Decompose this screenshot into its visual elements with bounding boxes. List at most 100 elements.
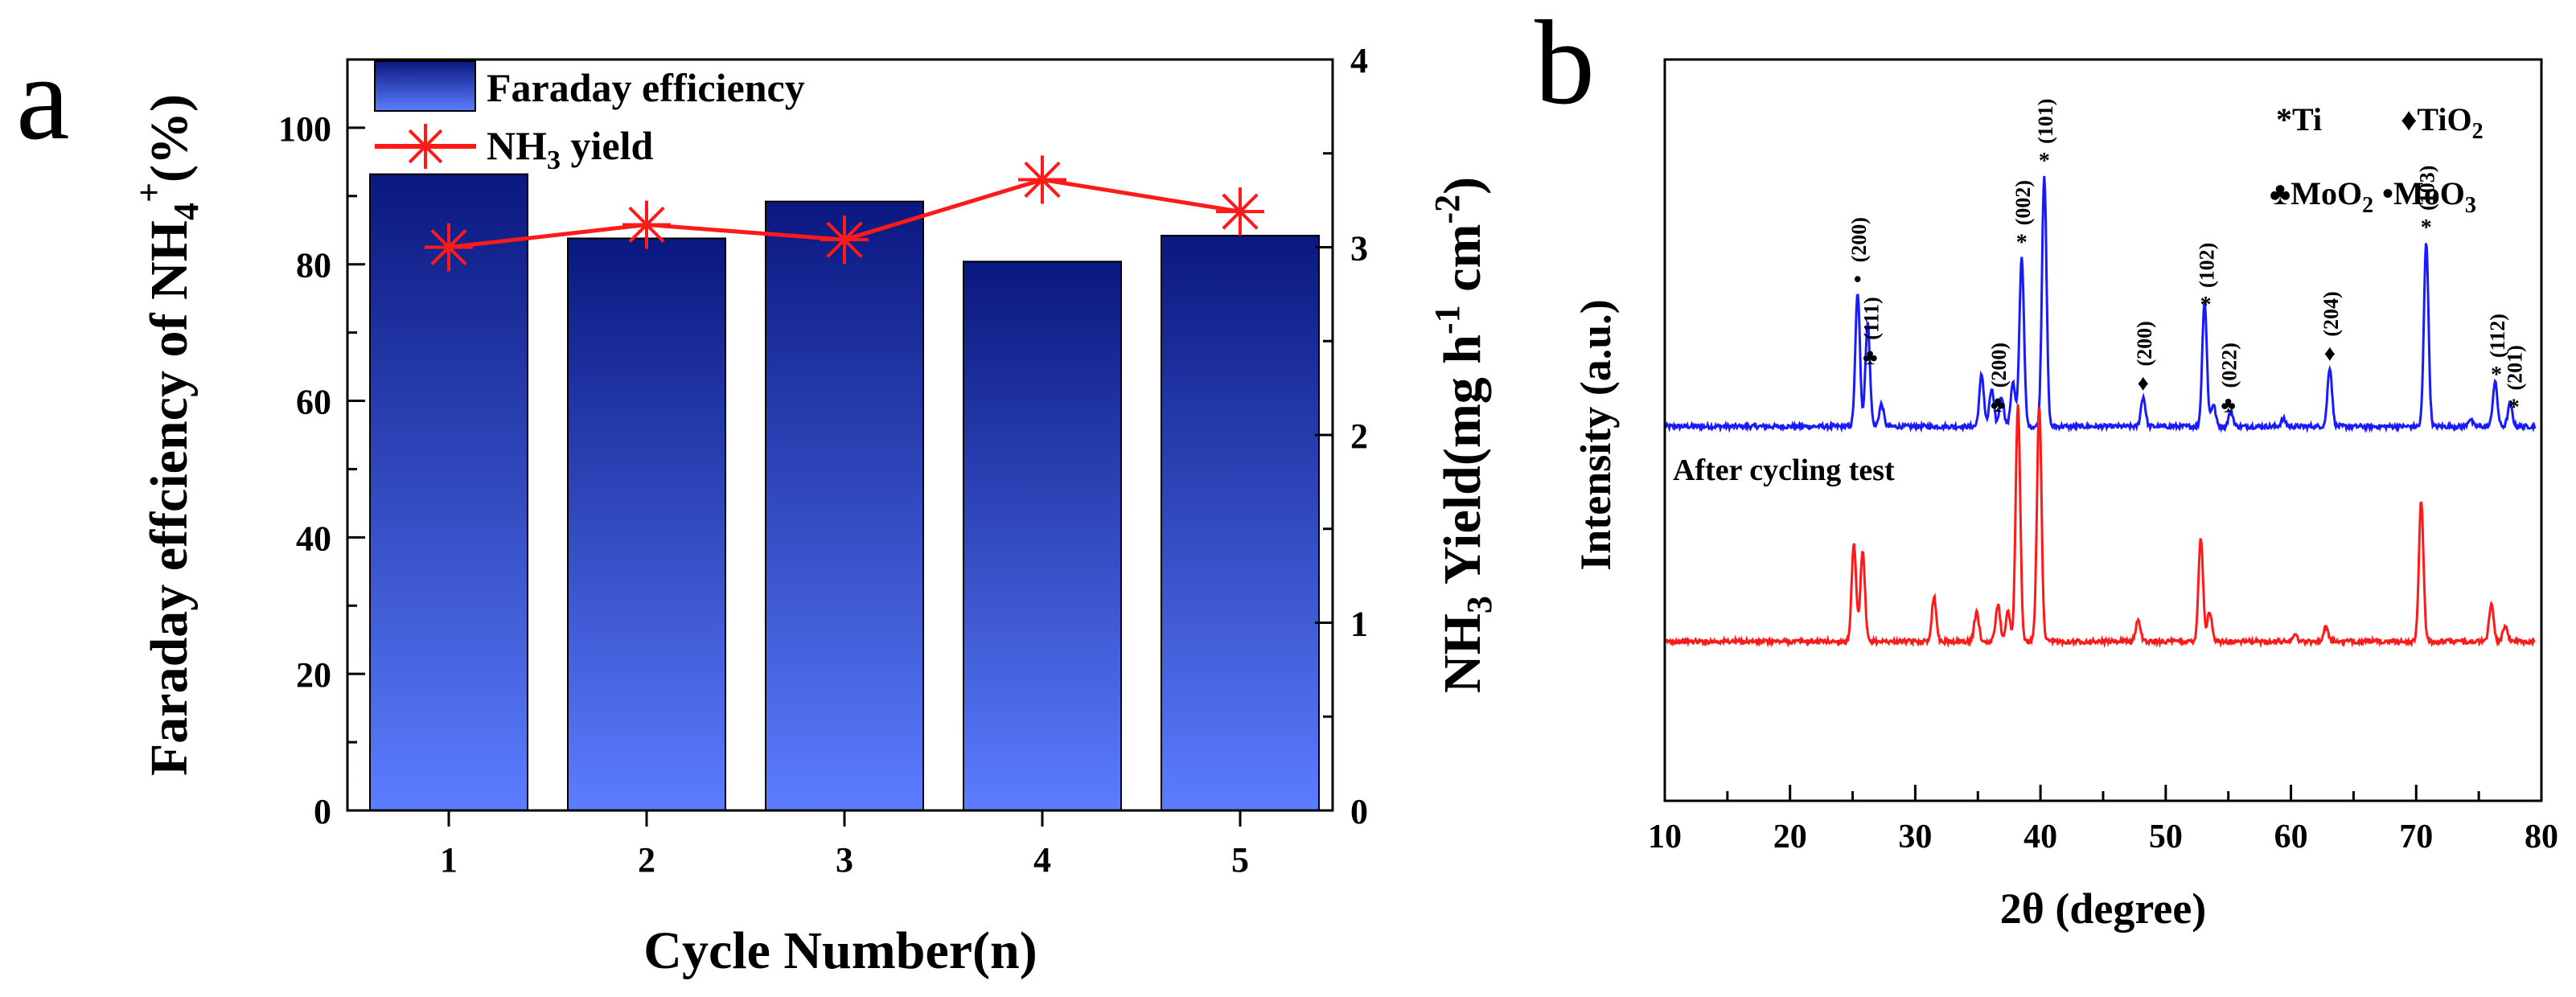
a-legend: Faraday efficiency NH3 yield <box>374 60 805 175</box>
a-left-axis: 0 20 40 60 80 100 <box>278 58 365 831</box>
b-peak-hkl: (111) <box>1859 297 1883 339</box>
a-legend-star <box>403 124 448 169</box>
b-peak-symbol: ♣ <box>2221 392 2236 417</box>
b-peak-hkl: (200) <box>2133 321 2156 366</box>
b-x-tick-label: 50 <box>2149 819 2183 855</box>
a-bars <box>369 173 1320 812</box>
a-line <box>425 155 1264 272</box>
b-legend: *Ti ♦TiO2♣MoO2 •MoO3 <box>2270 101 2484 218</box>
panel-b: b •(200)♣(111)♣(200)*(002)*(101)♦(200)*(… <box>1535 0 2558 933</box>
b-legend-symbol: ♣ <box>2270 175 2290 211</box>
b-legend-sub: 2 <box>2362 193 2373 218</box>
a-right-tick-label: 2 <box>1350 416 1368 456</box>
b-peak-symbol: * <box>2508 395 2520 420</box>
b-peak-hkl: (002) <box>2011 180 2035 225</box>
b-legend-item-3: ♣MoO2 <box>2270 175 2373 218</box>
a-bar-3 <box>765 200 924 812</box>
b-legend-sub: 2 <box>2472 119 2484 144</box>
a-x-axis-title: Cycle Number(n) <box>643 921 1037 980</box>
a-bar-1 <box>369 173 528 811</box>
b-peak-hkl: (201) <box>2504 345 2527 390</box>
b-legend-item-2: ♦TiO2 <box>2401 101 2484 144</box>
panel-b-label: b <box>1535 0 1595 129</box>
a-left-tick-label: 80 <box>296 246 331 285</box>
b-peak-symbol: ♦ <box>2324 342 2336 367</box>
b-peak-symbol: * <box>2200 293 2212 318</box>
a-x-tick-label: 3 <box>836 840 853 880</box>
b-legend-sub: 3 <box>2465 193 2476 218</box>
b-series <box>1663 175 2537 649</box>
b-peak-hkl: (103) <box>2416 166 2439 211</box>
a-yield-marker-4 <box>1018 155 1066 204</box>
b-x-tick-label: 10 <box>1648 819 1682 855</box>
a-right-tick-label: 0 <box>1350 792 1368 831</box>
b-legend-item-4: •MoO3 <box>2382 175 2476 218</box>
b-peak-symbol: ♦ <box>2138 371 2149 396</box>
b-peak-hkl: (022) <box>2218 343 2241 388</box>
b-peak-symbol: * <box>2016 230 2028 255</box>
b-legend-text: MoO <box>2290 175 2362 211</box>
b-pattern-after-cycling <box>1663 175 2537 433</box>
b-legend-symbol: * <box>2276 101 2292 137</box>
a-left-tick-label: 20 <box>296 655 331 695</box>
b-peak-hkl: (200) <box>1987 343 2011 388</box>
a-x-tick-label: 2 <box>638 840 655 880</box>
a-legend-line-label: NH3 yield <box>487 123 653 175</box>
a-legend-line-marker <box>403 124 448 169</box>
b-peak-hkl: (200) <box>1847 217 1871 262</box>
b-peak-hkl: (204) <box>2319 291 2343 336</box>
b-x-tick-label: 30 <box>1898 819 1932 855</box>
a-yield-marker-3 <box>820 215 869 265</box>
b-legend-text: Ti <box>2292 101 2322 137</box>
a-right-tick-label: 1 <box>1350 605 1368 644</box>
a-left-axis-title: Faraday effciency of NH4+(%) <box>129 94 206 776</box>
a-left-tick-label: 60 <box>296 383 331 422</box>
panel-a-label: a <box>16 31 70 165</box>
b-x-tick-label: 60 <box>2274 819 2308 855</box>
b-pattern-before <box>1664 404 2536 649</box>
b-plot-frame <box>1663 58 2543 802</box>
b-legend-text: MoO <box>2393 175 2465 211</box>
b-x-axis: 10 20 30 40 50 60 70 80 <box>1648 785 2558 855</box>
b-peak-hkl: (112) <box>2486 314 2509 358</box>
b-x-tick-label: 20 <box>1773 819 1807 855</box>
a-right-tick-label: 3 <box>1350 229 1368 269</box>
a-x-tick-label: 1 <box>440 840 458 880</box>
a-yield-marker-5 <box>1216 187 1264 236</box>
a-x-tick-label: 4 <box>1033 840 1051 880</box>
a-bar-2 <box>567 237 726 812</box>
b-x-tick-label: 80 <box>2525 819 2558 855</box>
a-left-tick-label: 40 <box>296 519 331 558</box>
a-left-tick-label: 0 <box>314 792 331 831</box>
b-peak-hkl: (101) <box>2034 99 2057 144</box>
b-legend-text: TiO <box>2417 101 2471 137</box>
b-annotation: After cycling test <box>1673 453 1895 487</box>
b-y-axis-title: Intensity (a.u.) <box>1571 299 1620 571</box>
a-x-axis: 1 2 3 4 5 <box>440 810 1249 880</box>
b-peak-labels: •(200)♣(111)♣(200)*(002)*(101)♦(200)*(10… <box>1847 99 2527 421</box>
b-x-tick-label: 70 <box>2399 819 2433 855</box>
b-legend-item-1: *Ti <box>2276 101 2322 137</box>
b-peak-symbol: • <box>1854 267 1862 292</box>
b-x-tick-label: 40 <box>2023 819 2057 855</box>
b-peak-symbol: ♣ <box>1991 392 2005 417</box>
a-x-tick-label: 5 <box>1231 840 1249 880</box>
a-left-tick-label: 100 <box>278 109 331 149</box>
a-legend-bar-label: Faraday efficiency <box>487 65 805 110</box>
b-legend-symbol: ♦ <box>2401 101 2417 137</box>
b-peak-symbol: * <box>2039 149 2050 174</box>
b-peak-symbol: ♣ <box>1863 345 1877 370</box>
a-bar-5 <box>1161 235 1320 812</box>
a-legend-bar-swatch <box>374 60 476 112</box>
a-bar-4 <box>963 261 1122 811</box>
a-right-axis: 0 1 2 3 4 <box>1315 41 1368 831</box>
b-x-axis-title: 2θ (degree) <box>2000 884 2207 933</box>
b-peak-hkl: (102) <box>2196 243 2219 288</box>
panel-a: a 0 20 40 60 80 100 0 1 2 3 4 1 2 3 4 5 Faraday effic… <box>16 31 1499 980</box>
a-yield-marker-1 <box>425 223 473 272</box>
a-yield-marker-2 <box>622 200 671 249</box>
b-legend-symbol: • <box>2382 175 2393 211</box>
b-peak-symbol: * <box>2421 215 2432 240</box>
a-right-tick-label: 4 <box>1350 41 1368 80</box>
